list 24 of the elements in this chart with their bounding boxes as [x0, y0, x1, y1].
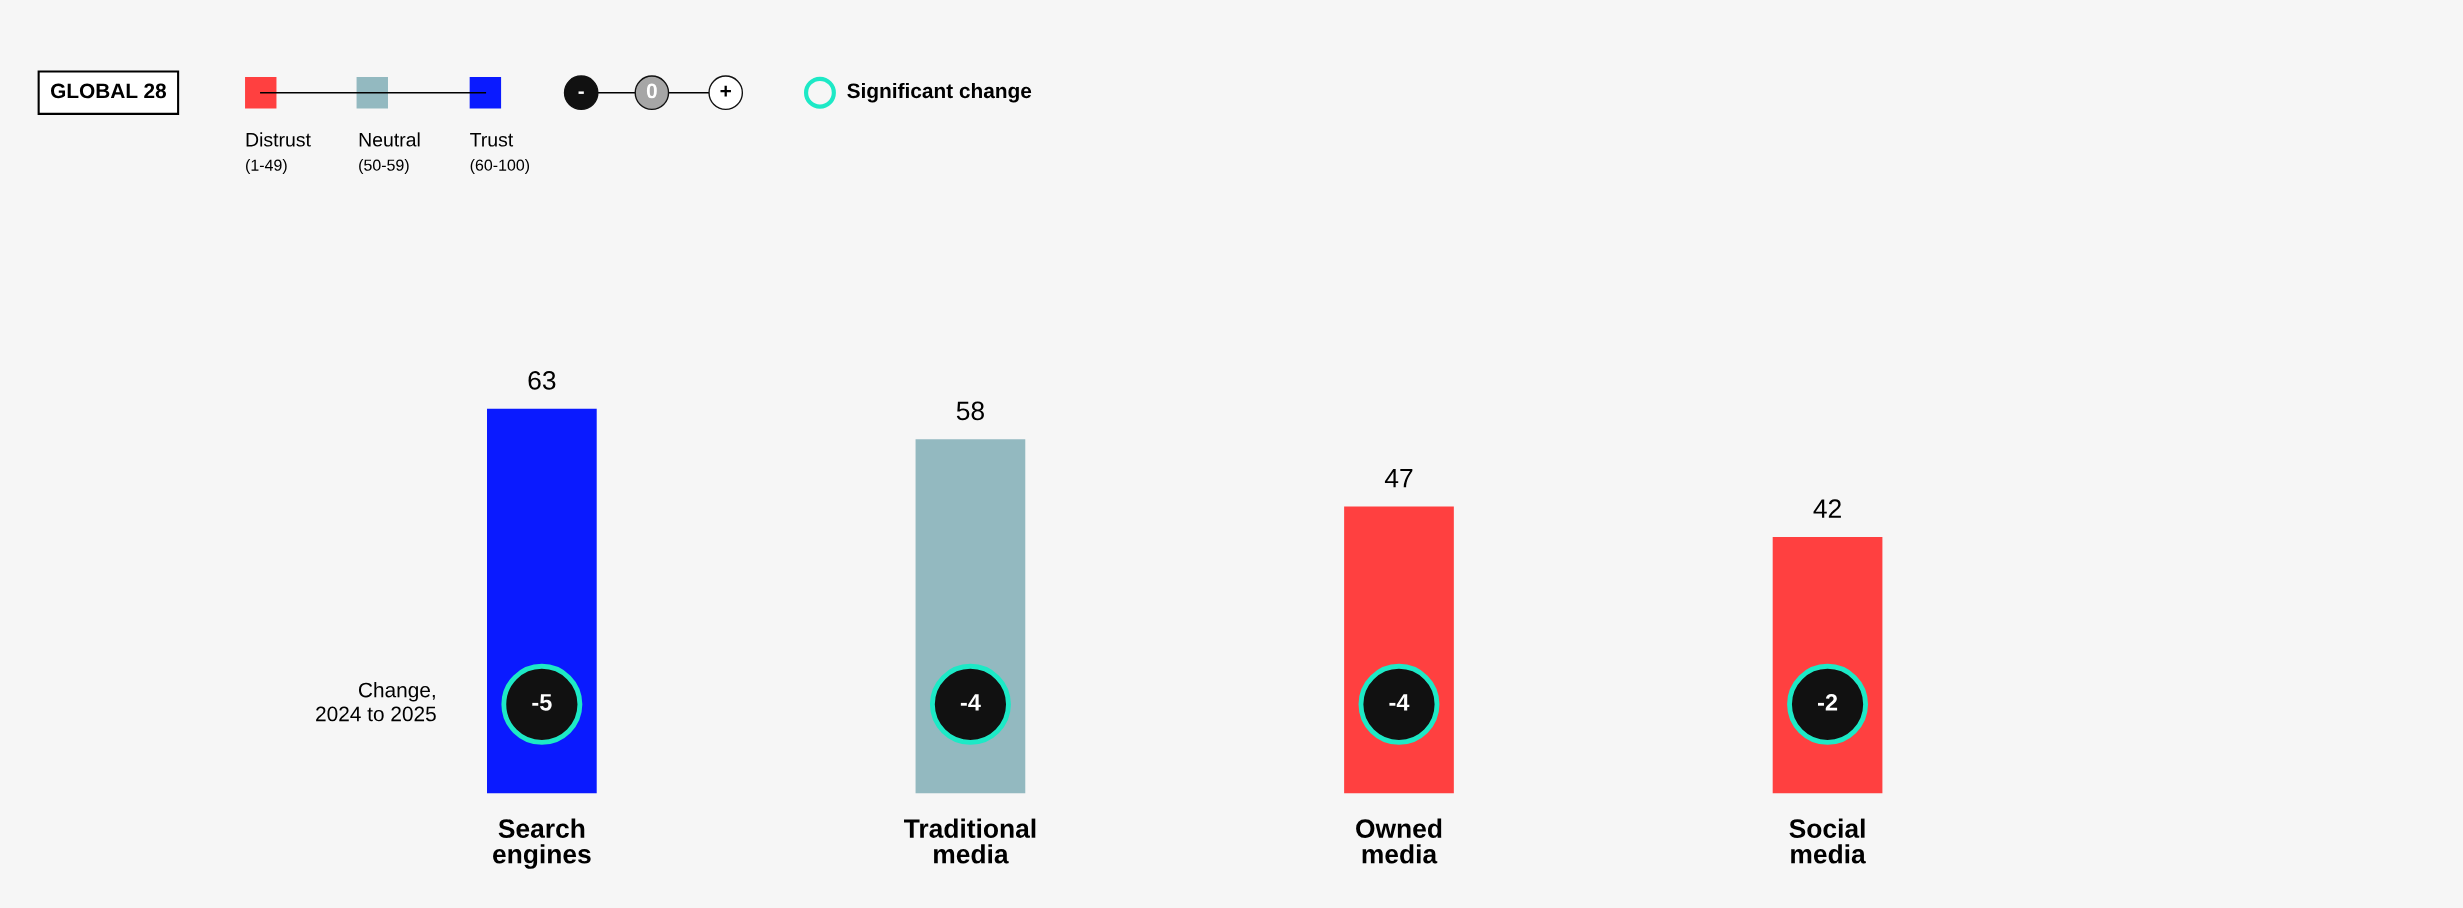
annotation: -2 [1817, 693, 1838, 711]
data-label: 47 [1384, 469, 1413, 488]
data-label: 63 [528, 371, 556, 390]
annotation: Change, 2024 to 2025 [316, 682, 436, 722]
text: (50-59) [359, 159, 409, 174]
x-tick-label: Traditional media [904, 818, 1036, 864]
text: GLOBAL 28 [50, 83, 167, 99]
text: (60-100) [470, 159, 530, 174]
x-tick-label: Social media [1789, 818, 1866, 864]
annotation: -5 [532, 694, 552, 711]
x-tick-label: Owned media [1356, 818, 1442, 864]
text: (1-49) [246, 159, 287, 174]
text: Trust [470, 133, 514, 147]
text: Neutral [359, 132, 420, 147]
text: - [578, 91, 584, 94]
x-tick-label: Search engines [493, 818, 591, 869]
data-label: 58 [956, 401, 984, 421]
text: Significant change [847, 82, 1032, 103]
annotation: -4 [1389, 694, 1410, 711]
text: Distrust [246, 132, 311, 147]
annotation: -4 [960, 694, 981, 711]
data-label: 42 [1813, 499, 1841, 518]
text: 0 [646, 83, 657, 99]
text: + [720, 85, 731, 97]
